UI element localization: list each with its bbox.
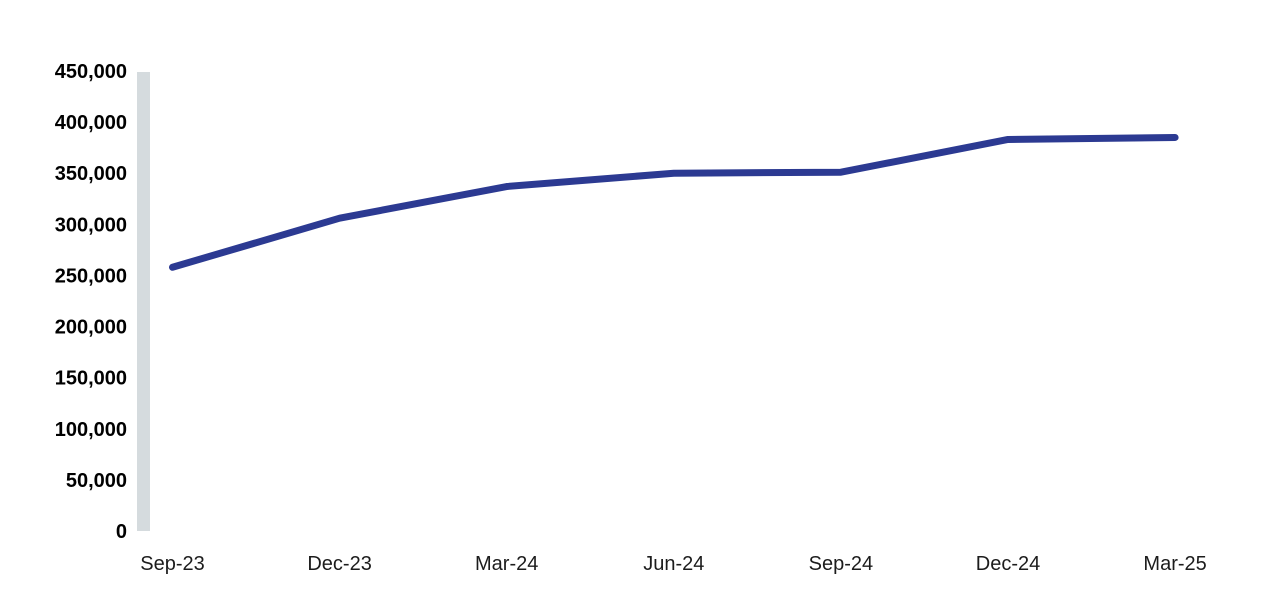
y-axis-tick-label: 300,000 (55, 214, 127, 236)
x-axis-tick-label: Dec-24 (976, 553, 1040, 575)
y-axis-tick-label: 400,000 (55, 112, 127, 134)
x-axis-tick-label: Sep-23 (140, 553, 205, 575)
x-axis-tick-label: Mar-24 (475, 553, 538, 575)
x-axis-tick-label: Sep-24 (809, 553, 874, 575)
y-axis-tick-label: 50,000 (66, 470, 127, 492)
y-axis-tick-label: 450,000 (55, 61, 127, 83)
y-axis-tick-label: 150,000 (55, 368, 127, 390)
y-axis-tick-label: 250,000 (55, 265, 127, 287)
y-axis-tick-label: 0 (116, 521, 127, 543)
data-series-line (169, 133, 1179, 271)
x-axis-tick-label: Mar-25 (1143, 553, 1206, 575)
y-axis-bar (137, 72, 150, 531)
y-axis-tick-label: 350,000 (55, 163, 127, 185)
y-axis-tick-label: 200,000 (55, 317, 127, 339)
y-axis-tick-label: 100,000 (55, 419, 127, 441)
x-axis-tick-label: Dec-23 (307, 553, 371, 575)
x-axis-tick-label: Jun-24 (643, 553, 704, 575)
